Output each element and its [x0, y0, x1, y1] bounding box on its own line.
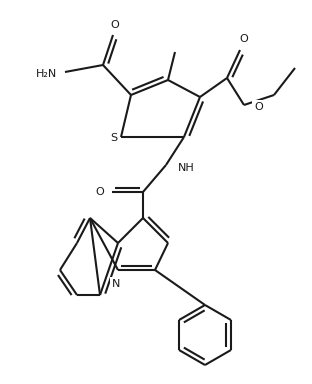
Text: O: O — [95, 187, 104, 197]
Text: NH: NH — [178, 163, 195, 173]
Text: S: S — [110, 133, 118, 143]
Text: N: N — [112, 279, 120, 289]
Text: H₂N: H₂N — [36, 69, 57, 79]
Text: O: O — [254, 102, 263, 112]
Text: O: O — [240, 34, 248, 44]
Text: O: O — [111, 20, 119, 30]
